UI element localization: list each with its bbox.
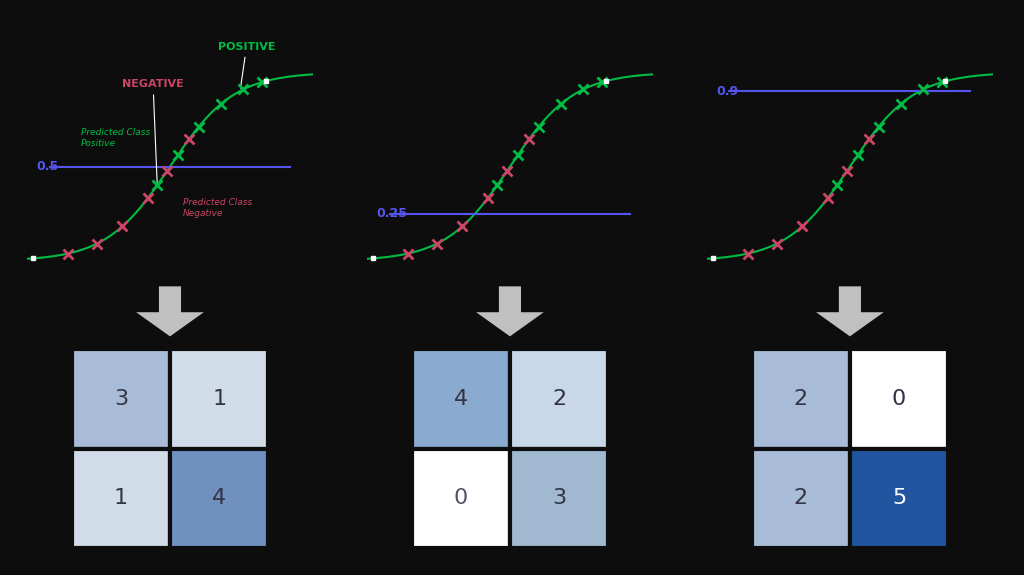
Bar <box>412 349 510 448</box>
Text: 3: 3 <box>552 488 566 508</box>
Text: 2: 2 <box>794 389 808 409</box>
Text: 0.25: 0.25 <box>376 207 408 220</box>
Bar <box>752 349 850 448</box>
Bar <box>170 448 268 548</box>
Bar <box>850 448 948 548</box>
Bar <box>170 349 268 448</box>
Text: 2: 2 <box>552 389 566 409</box>
Text: 1: 1 <box>212 389 226 409</box>
Bar <box>752 448 850 548</box>
Text: 0: 0 <box>892 389 906 409</box>
Bar <box>72 448 170 548</box>
Text: 0.5: 0.5 <box>36 160 58 173</box>
Bar <box>412 448 510 548</box>
Bar <box>510 448 608 548</box>
Text: 4: 4 <box>212 488 226 508</box>
Text: 3: 3 <box>114 389 128 409</box>
Text: POSITIVE: POSITIVE <box>218 41 275 89</box>
Text: Predicted Class
Positive: Predicted Class Positive <box>81 128 151 148</box>
Polygon shape <box>136 286 204 336</box>
Bar <box>72 349 170 448</box>
Polygon shape <box>816 286 884 336</box>
Text: 0.9: 0.9 <box>716 85 738 98</box>
Text: 5: 5 <box>892 488 906 508</box>
Bar <box>510 349 608 448</box>
Text: 0: 0 <box>454 488 468 508</box>
Text: NEGATIVE: NEGATIVE <box>122 79 184 182</box>
Text: Predicted Class
Negative: Predicted Class Negative <box>182 198 252 218</box>
Text: 1: 1 <box>114 488 128 508</box>
Text: 4: 4 <box>454 389 468 409</box>
Polygon shape <box>476 286 544 336</box>
Text: 2: 2 <box>794 488 808 508</box>
Bar <box>850 349 948 448</box>
